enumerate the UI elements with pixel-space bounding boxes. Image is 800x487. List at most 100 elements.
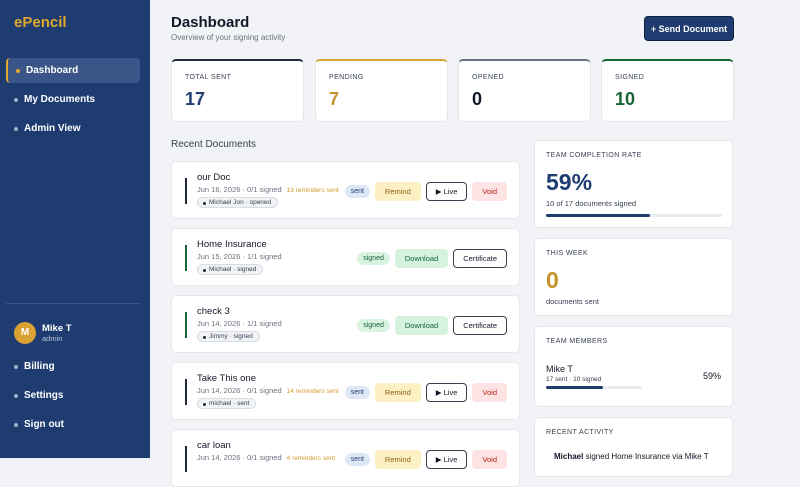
send-button[interactable]: + Send Document	[644, 16, 734, 41]
status-bar	[185, 245, 187, 271]
nav-item[interactable]: Settings	[6, 383, 140, 408]
stat-card: SIGNED 10	[601, 59, 734, 122]
activity-actor: Michael	[554, 452, 584, 461]
avatar: M	[14, 322, 36, 344]
document-card[interactable]: car loan Jun 14, 2026 · 0/1 signed 4 remin…	[171, 429, 520, 487]
card-title: THIS WEEK	[546, 250, 589, 257]
document-title: car loan	[197, 440, 231, 451]
document-card[interactable]: our Doc Jun 16, 2026 · 0/1 signed 13 remin…	[171, 161, 520, 219]
user-role: admin	[42, 334, 63, 343]
activity-text: signed Home Insurance via Mike T	[585, 452, 709, 461]
actions: signed Download Certificate	[357, 316, 507, 335]
member-detail: 17 sent · 10 signed	[546, 376, 602, 383]
status-badge: sent	[344, 453, 370, 466]
document-card[interactable]: Home Insurance Jun 15, 2026 · 1/1 signed M…	[171, 228, 520, 286]
completion-detail: 10 of 17 documents signed	[546, 199, 637, 208]
signer-chip: Michael Jon · opened	[197, 197, 279, 208]
document-card[interactable]: Take This one Jun 14, 2026 · 0/1 signed 14…	[171, 362, 520, 420]
document-title: Take This one	[197, 373, 256, 384]
stat-label: TOTAL SENT	[185, 74, 232, 81]
action-button[interactable]: Remind	[374, 182, 421, 201]
status-badge: signed	[357, 252, 390, 265]
logo[interactable]: ePencil	[14, 14, 67, 31]
actions: signed Download Certificate	[357, 249, 507, 268]
card-title: TEAM COMPLETION RATE	[546, 152, 642, 159]
signer-chip: Jimmy · signed	[197, 331, 260, 342]
meta-text: Jun 15, 2026 · 1/1 signed	[197, 252, 282, 261]
nav-item[interactable]: Admin View	[6, 116, 140, 141]
actions: sent Remind ▶ Live Void	[344, 383, 507, 402]
activity-card: RECENT ACTIVITY Michael signed Home Insu…	[534, 417, 733, 477]
action-button[interactable]: ▶ Live	[425, 182, 468, 201]
nav-item[interactable]: Sign out	[6, 412, 140, 437]
action-button[interactable]: ▶ Live	[425, 450, 468, 469]
action-button[interactable]: Remind	[374, 450, 421, 469]
completion-value: 59%	[546, 169, 593, 195]
nav-item[interactable]: Dashboard	[6, 58, 140, 83]
action-button[interactable]: ▶ Live	[425, 383, 468, 402]
card-title: RECENT ACTIVITY	[546, 429, 614, 436]
action-button[interactable]: Download	[394, 316, 449, 335]
page-subtitle: Overview of your signing activity	[171, 33, 286, 42]
status-bar	[185, 379, 187, 405]
document-title: check 3	[197, 306, 230, 317]
document-meta: Jun 14, 2026 · 0/1 signed 14 reminders se…	[197, 386, 339, 395]
nav-item[interactable]: My Documents	[6, 87, 140, 112]
nav-item[interactable]: Billing	[6, 354, 140, 379]
signer-chip: Michael · signed	[197, 264, 264, 275]
stat-label: PENDING	[329, 74, 364, 81]
document-meta: Jun 16, 2026 · 0/1 signed 13 reminders se…	[197, 185, 339, 194]
action-button[interactable]: Certificate	[453, 316, 507, 335]
status-bar	[185, 312, 187, 338]
completion-card: TEAM COMPLETION RATE 59% 10 of 17 docume…	[534, 140, 733, 228]
stat-label: OPENED	[472, 74, 504, 81]
divider	[6, 303, 140, 304]
sidebar: ePencil Dashboard My Documents Admin Vie…	[0, 0, 150, 458]
stat-value: 7	[329, 89, 340, 109]
card-title: TEAM MEMBERS	[546, 338, 608, 345]
document-title: our Doc	[197, 172, 231, 183]
action-button[interactable]: Void	[472, 182, 507, 201]
document-card[interactable]: check 3 Jun 14, 2026 · 1/1 signed Jimmy · …	[171, 295, 520, 353]
reminders: 13 reminders sent	[286, 187, 339, 194]
page: ePencil Dashboard My Documents Admin Vie…	[0, 0, 734, 487]
section-title: Recent Documents	[171, 139, 257, 150]
document-title: Home Insurance	[197, 239, 267, 250]
stat-label: SIGNED	[615, 74, 645, 81]
user-name: Mike T	[42, 323, 72, 334]
action-button[interactable]: Certificate	[453, 249, 507, 268]
reminders: 14 reminders sent	[286, 388, 339, 395]
week-value: 0	[546, 267, 559, 293]
signer-chip: michael · sent	[197, 398, 257, 409]
activity-item: Michael signed Home Insurance via Mike T	[554, 452, 709, 461]
member-rate: 59%	[702, 371, 721, 381]
page-title: Dashboard	[171, 14, 250, 31]
action-button[interactable]: Remind	[374, 383, 421, 402]
stat-card: TOTAL SENT 17	[171, 59, 304, 122]
actions: sent Remind ▶ Live Void	[344, 450, 507, 469]
document-meta: Jun 15, 2026 · 1/1 signed	[197, 252, 282, 261]
member-name: Mike T	[546, 364, 573, 374]
document-meta: Jun 14, 2026 · 1/1 signed	[197, 319, 282, 328]
stat-card: PENDING 7	[315, 59, 448, 122]
progress-bar	[546, 214, 722, 217]
action-button[interactable]: Void	[472, 383, 507, 402]
meta-text: Jun 14, 2026 · 1/1 signed	[197, 319, 282, 328]
actions: sent Remind ▶ Live Void	[344, 182, 507, 201]
status-bar	[185, 178, 187, 204]
stat-card: OPENED 0	[458, 59, 591, 122]
stat-value: 0	[472, 89, 483, 109]
meta-text: Jun 14, 2026 · 0/1 signed	[197, 386, 282, 395]
status-badge: signed	[357, 319, 390, 332]
stat-value: 17	[185, 89, 206, 109]
reminders: 4 reminders sent	[286, 455, 336, 462]
progress-bar	[546, 386, 642, 389]
stat-value: 10	[615, 89, 636, 109]
action-button[interactable]: Void	[472, 450, 507, 469]
week-detail: documents sent	[546, 297, 599, 306]
status-bar	[185, 446, 187, 472]
status-badge: sent	[344, 386, 370, 399]
team-card: TEAM MEMBERS Mike T 17 sent · 10 signed …	[534, 326, 733, 407]
meta-text: Jun 16, 2026 · 0/1 signed	[197, 185, 282, 194]
action-button[interactable]: Download	[394, 249, 449, 268]
